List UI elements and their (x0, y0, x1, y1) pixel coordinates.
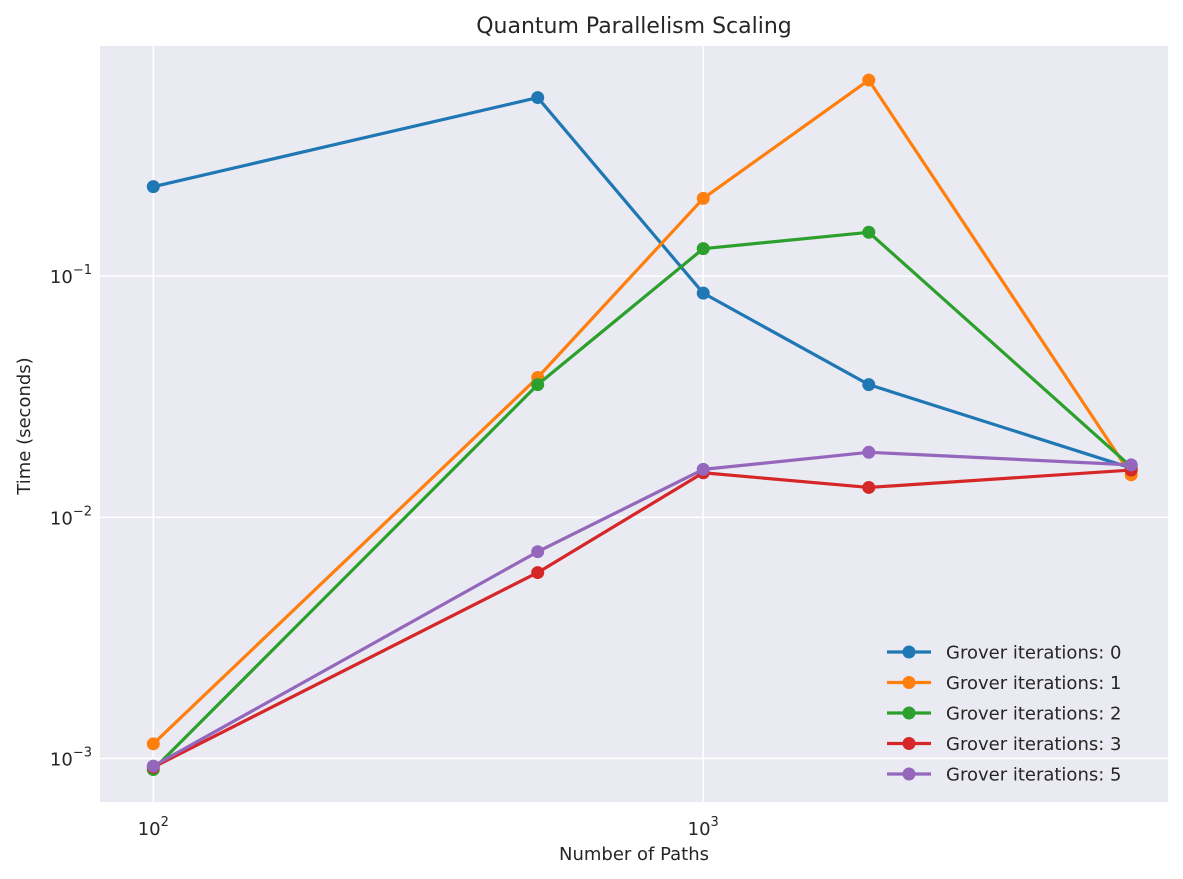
data-point (696, 286, 710, 300)
legend-marker (902, 737, 916, 750)
y-tick-base: 10 (50, 749, 73, 770)
data-point (696, 242, 710, 256)
legend-item: Grover iterations: 5 (887, 765, 1121, 786)
y-tick-label: 10−2 (50, 504, 92, 529)
data-point (146, 759, 160, 773)
legend-marker (902, 676, 916, 689)
legend-marker (902, 767, 916, 781)
legend-item: Grover iterations: 1 (887, 673, 1121, 694)
data-point (146, 737, 160, 751)
legend-label: Grover iterations: 5 (946, 765, 1121, 786)
x-tick-label: 103 (688, 815, 719, 840)
data-point (862, 73, 876, 87)
y-tick-label: 10−3 (50, 745, 92, 770)
series-layer (146, 73, 1138, 777)
legend-label: Grover iterations: 1 (946, 673, 1121, 694)
legend-label: Grover iterations: 2 (946, 704, 1121, 725)
data-point (862, 480, 876, 494)
grid-lines (100, 46, 1168, 802)
legend-item: Grover iterations: 2 (887, 704, 1121, 725)
y-tick-exponent: −3 (73, 745, 92, 760)
y-ticks: 10−310−210−1 (50, 263, 92, 770)
legend: Grover iterations: 0 Grover iterations: 1… (887, 643, 1121, 786)
data-point (862, 378, 876, 392)
x-ticks: 102 103 (138, 815, 719, 840)
x-tick-base: 10 (688, 819, 711, 840)
data-point (531, 378, 545, 392)
data-point (146, 180, 160, 194)
series-4 (146, 445, 1138, 773)
data-point (531, 91, 545, 105)
y-axis-label: Time (seconds) (14, 357, 35, 495)
data-point (531, 545, 545, 559)
y-tick-exponent: −1 (73, 263, 92, 278)
legend-label: Grover iterations: 0 (946, 643, 1121, 664)
legend-item: Grover iterations: 0 (887, 643, 1121, 664)
series-1 (146, 73, 1138, 751)
data-point (862, 225, 876, 239)
legend-marker (902, 706, 916, 720)
x-tick-base: 10 (138, 819, 161, 840)
series-0 (146, 91, 1138, 475)
data-point (1124, 458, 1138, 472)
legend-label: Grover iterations: 3 (946, 734, 1121, 755)
y-tick-label: 10−1 (50, 263, 92, 288)
x-tick-exponent: 2 (161, 815, 169, 830)
y-tick-base: 10 (50, 508, 73, 529)
legend-item: Grover iterations: 3 (887, 734, 1121, 755)
data-point (862, 445, 876, 459)
y-tick-base: 10 (50, 267, 73, 288)
chart-title: Quantum Parallelism Scaling (476, 14, 792, 39)
data-point (696, 191, 710, 205)
y-tick-exponent: −2 (73, 504, 92, 519)
x-tick-exponent: 3 (711, 815, 719, 830)
data-point (531, 566, 545, 580)
x-axis-label: Number of Paths (559, 844, 709, 865)
legend-marker (902, 645, 916, 659)
data-point (696, 462, 710, 476)
x-tick-label: 102 (138, 815, 169, 840)
